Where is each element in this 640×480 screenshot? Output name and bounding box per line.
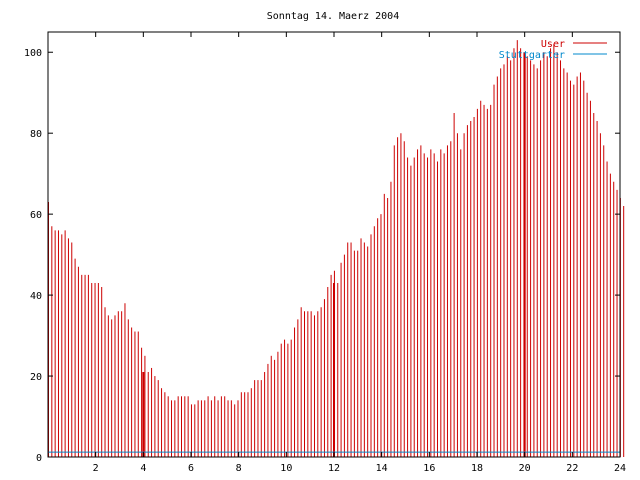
x-tick-label: 4 [140,463,146,474]
x-tick-label: 8 [236,463,242,474]
y-axis: 0 20 40 60 80 100 [24,48,620,464]
y-tick-label: 20 [30,372,42,383]
bar-group [48,40,625,457]
y-tick-label: 100 [24,48,42,59]
x-axis: 2 4 6 8 10 12 14 16 18 20 22 24 [93,32,626,474]
legend-label: User [541,39,565,50]
x-tick-label: 10 [280,463,292,474]
x-tick-label: 18 [471,463,483,474]
y-tick-label: 0 [36,453,42,464]
x-tick-label: 2 [93,463,99,474]
highlight-bar-group [142,52,526,457]
x-tick-label: 24 [614,463,626,474]
y-tick-label: 80 [30,129,42,140]
x-tick-label: 14 [376,463,388,474]
x-tick-label: 12 [328,463,340,474]
chart-title: Sonntag 14. Maerz 2004 [267,11,399,22]
x-tick-label: 16 [423,463,435,474]
x-tick-label: 6 [188,463,194,474]
x-tick-label: 20 [519,463,531,474]
y-tick-label: 60 [30,210,42,221]
legend-label: Stuttgarter [499,50,565,61]
x-tick-label: 22 [566,463,578,474]
y-tick-label: 40 [30,291,42,302]
